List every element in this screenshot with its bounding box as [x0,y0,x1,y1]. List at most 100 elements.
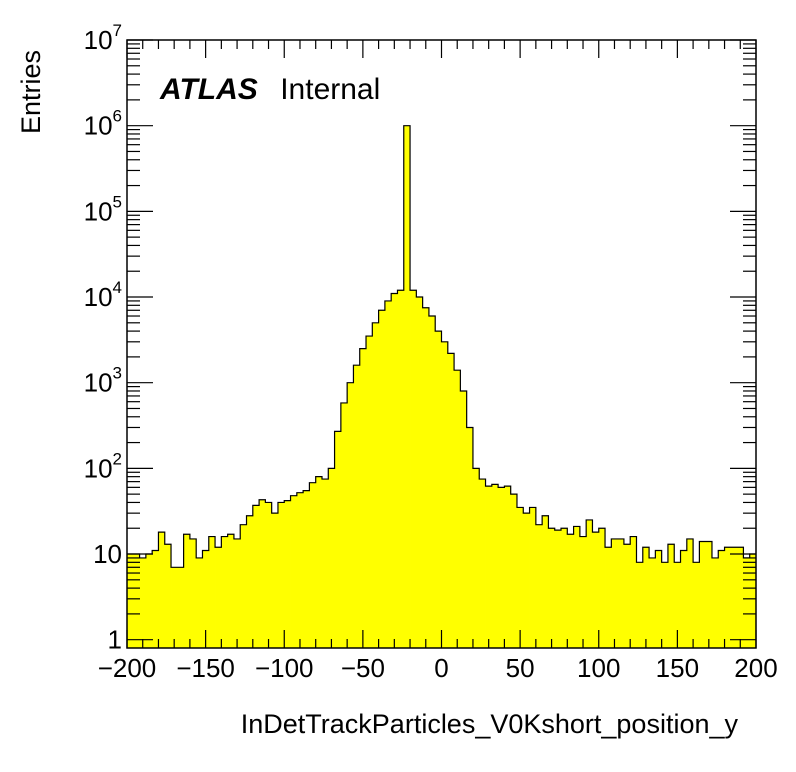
histogram-bin [447,353,455,648]
histogram-bin [472,468,480,648]
histogram-bin [523,513,530,648]
histogram-bin [284,500,291,648]
histogram-bin [252,505,260,648]
histogram-bin [403,125,411,649]
histogram-bin [737,547,744,648]
atlas-internal-label: Internal [280,73,380,106]
x-axis-title: InDetTrackParticles_V0Kshort_position_y [241,709,739,739]
histogram-bin [435,331,442,648]
x-tick-label: −150 [176,653,235,683]
histogram-bin [548,528,556,648]
histogram-bin [152,550,159,648]
histogram-bin [667,544,675,648]
histogram-bin [133,554,140,648]
histogram-bin [416,297,424,648]
y-tick-base: 10 [84,111,113,141]
histogram-bin [454,370,461,648]
histogram-bin [510,494,518,648]
histogram-bin [215,547,222,648]
histogram-bin [466,427,474,648]
histogram-bin [296,492,304,648]
histogram-bin [542,515,549,648]
histogram-bin [397,290,405,648]
histogram-bin [724,547,732,648]
y-tick-label: 106 [84,107,122,141]
y-tick-label: 1 [108,625,122,655]
histogram-bin [321,479,329,648]
y-tick-exponent: 4 [113,278,122,297]
histogram-bin [353,365,361,648]
histogram-bin [177,567,185,648]
y-tick-label: 103 [84,364,122,398]
y-tick-label: 105 [84,192,122,226]
histogram-bin [586,519,593,648]
histogram-bin [189,538,197,648]
atlas-bold-label: ATLAS [159,73,258,106]
y-tick-label: 107 [84,21,122,55]
histogram-bin [749,554,757,648]
x-axis-tick-labels: −200 −150 −100 −50 0 50 100 150 200 [98,653,778,683]
histogram-bin [183,534,191,648]
histogram-bin [265,502,273,648]
histogram-bin [485,486,493,648]
histogram-bars [127,125,757,649]
histogram-bin [428,316,436,648]
x-tick-label: 0 [434,653,448,683]
histogram-bin [145,554,153,648]
y-tick-base: 1 [108,625,122,655]
histogram-bin [441,341,449,648]
y-tick-base: 10 [84,196,113,226]
x-tick-label: 50 [506,653,535,683]
y-tick-label: 10 [93,539,122,569]
histogram-bin [630,536,637,648]
histogram-bin [127,554,134,648]
histogram-bin [240,524,247,648]
histogram-bin [674,562,681,648]
y-tick-exponent: 7 [113,21,122,40]
histogram-bin [642,547,650,648]
histogram-bin [491,484,499,648]
y-tick-base: 10 [84,368,113,398]
histogram-outline [127,125,756,568]
histogram-bin [328,468,335,648]
histogram-bin [699,541,707,648]
histogram-bin [718,550,725,648]
histogram-bin [561,528,568,648]
histogram-bin [378,310,386,648]
atlas-label: ATLAS Internal [159,73,380,106]
histogram-bin [227,534,235,648]
histogram-bin [158,532,166,648]
histogram-bin [592,532,600,648]
histogram-bin [410,290,417,648]
histogram-bin [303,490,310,648]
histogram-bin [516,507,524,648]
histogram-bin [529,507,537,648]
histogram-bin [655,550,663,648]
histogram-bin [686,538,694,648]
x-tick-label: 200 [734,653,777,683]
histogram-bin [164,544,172,648]
histogram-bin [233,538,241,648]
histogram-bin [705,541,713,648]
histogram-bin [611,538,619,648]
y-tick-label: 102 [84,449,122,483]
x-tick-label: 150 [656,653,699,683]
histogram-bin [271,513,279,648]
histogram-bin [372,322,379,648]
histogram-bin [567,534,574,648]
x-tick-label: −50 [341,653,385,683]
histogram-bin [554,530,562,648]
histogram-bin [617,538,625,648]
histogram-bin [259,499,266,648]
x-tick-label: −100 [255,653,314,683]
histogram-bin [171,567,178,648]
histogram-bin [391,293,398,648]
histogram-bin [277,502,285,648]
histogram-bin [573,526,581,648]
histogram-bin [139,557,147,648]
y-tick-exponent: 3 [113,364,122,383]
histogram-bin [711,557,719,648]
histogram-bin [693,562,700,648]
histogram-bin [743,557,751,648]
